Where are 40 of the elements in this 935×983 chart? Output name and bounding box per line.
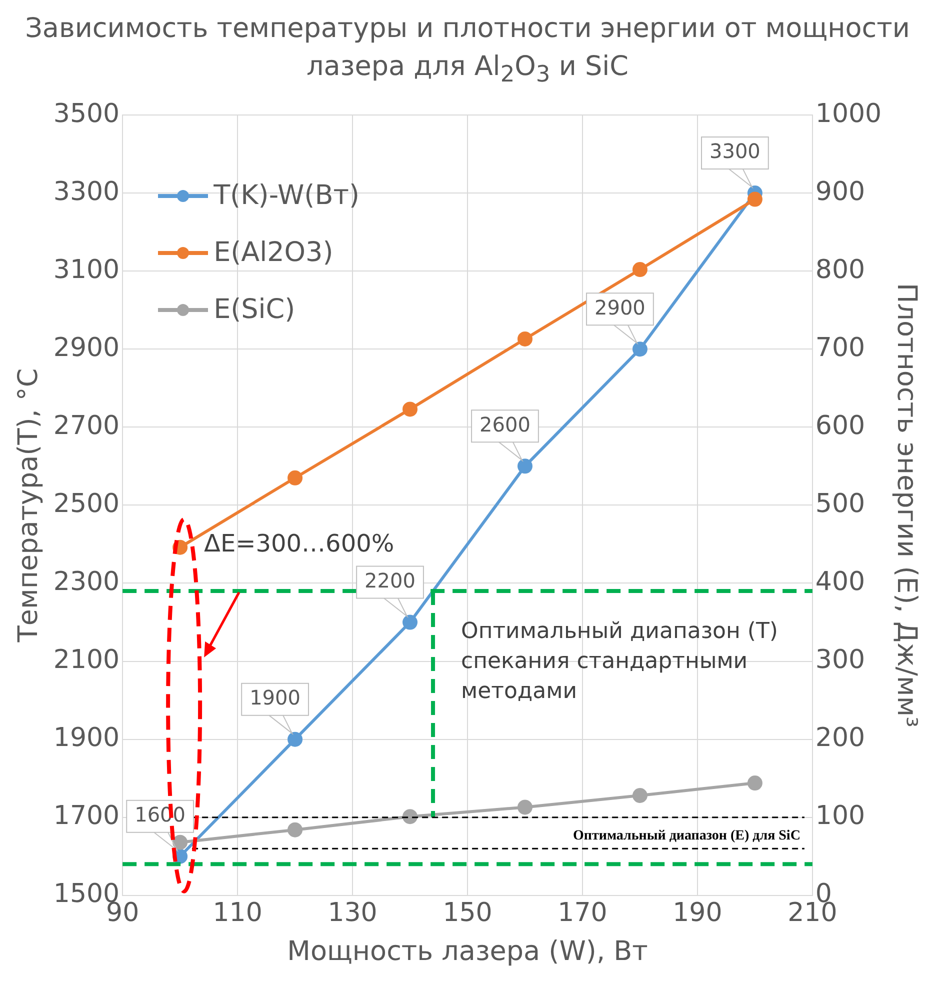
- y-tick-label: 1700: [53, 801, 120, 832]
- y2-tick-label: 700: [815, 332, 866, 363]
- data-label: 2900: [594, 295, 646, 320]
- legend-label: E(Al2O3): [214, 237, 334, 268]
- y-tick-label: 1900: [53, 723, 120, 754]
- data-label: 2600: [480, 412, 530, 436]
- x-axis-title: Мощность лазера (W), Вт: [287, 936, 648, 967]
- y2-tick-label: 300: [815, 645, 866, 676]
- y-tick-label: 3500: [53, 98, 120, 129]
- data-label: 3300: [709, 139, 760, 164]
- y2-tick-label: 1000: [815, 98, 882, 129]
- chart-title: Зависимость температуры и плотности энергии от мощности лазера для Al$_{2}$O$_{3}$ и SiC: [24, 12, 911, 90]
- x-tick-label: 190: [672, 898, 722, 928]
- y2-tick-label: 800: [815, 254, 866, 285]
- data-label: 2200: [364, 568, 416, 592]
- x-tick-label: 130: [328, 898, 378, 928]
- y-tick-label: 2300: [53, 566, 120, 597]
- x-tick-label: 150: [442, 898, 492, 928]
- y2-tick-label: 900: [815, 176, 866, 207]
- y2-tick-label: 600: [815, 410, 866, 441]
- x-tick-label: 170: [558, 898, 608, 928]
- y-tick-label: 2100: [53, 645, 120, 676]
- data-label: 1900: [250, 686, 300, 710]
- y-tick-label: 2500: [53, 488, 120, 519]
- legend-label: T(K)-W(Вт): [214, 180, 360, 211]
- x-tick-label: 110: [212, 898, 262, 928]
- annotation: Оптимальный диапазон (T) спекания стандартными методами: [461, 618, 778, 704]
- annotation: Оптимальный диапазон (E) для SiC: [573, 828, 800, 844]
- y-axis-title: Температура(T), °C: [13, 368, 44, 644]
- y2-axis-title: Плотность энергии (E), Дж/мм³: [890, 282, 922, 728]
- annotation: ΔE=300…600%: [204, 530, 394, 558]
- legend-label: E(SiC): [214, 294, 296, 325]
- y2-tick-label: 400: [815, 566, 866, 597]
- y-tick-label: 2900: [53, 332, 120, 363]
- y2-tick-label: 200: [815, 723, 866, 754]
- y2-tick-label: 500: [815, 488, 866, 519]
- y-tick-label: 3100: [53, 254, 120, 285]
- y-tick-label: 2700: [53, 410, 120, 441]
- y-tick-label: 3300: [53, 176, 120, 207]
- y2-tick-label: 100: [815, 801, 866, 832]
